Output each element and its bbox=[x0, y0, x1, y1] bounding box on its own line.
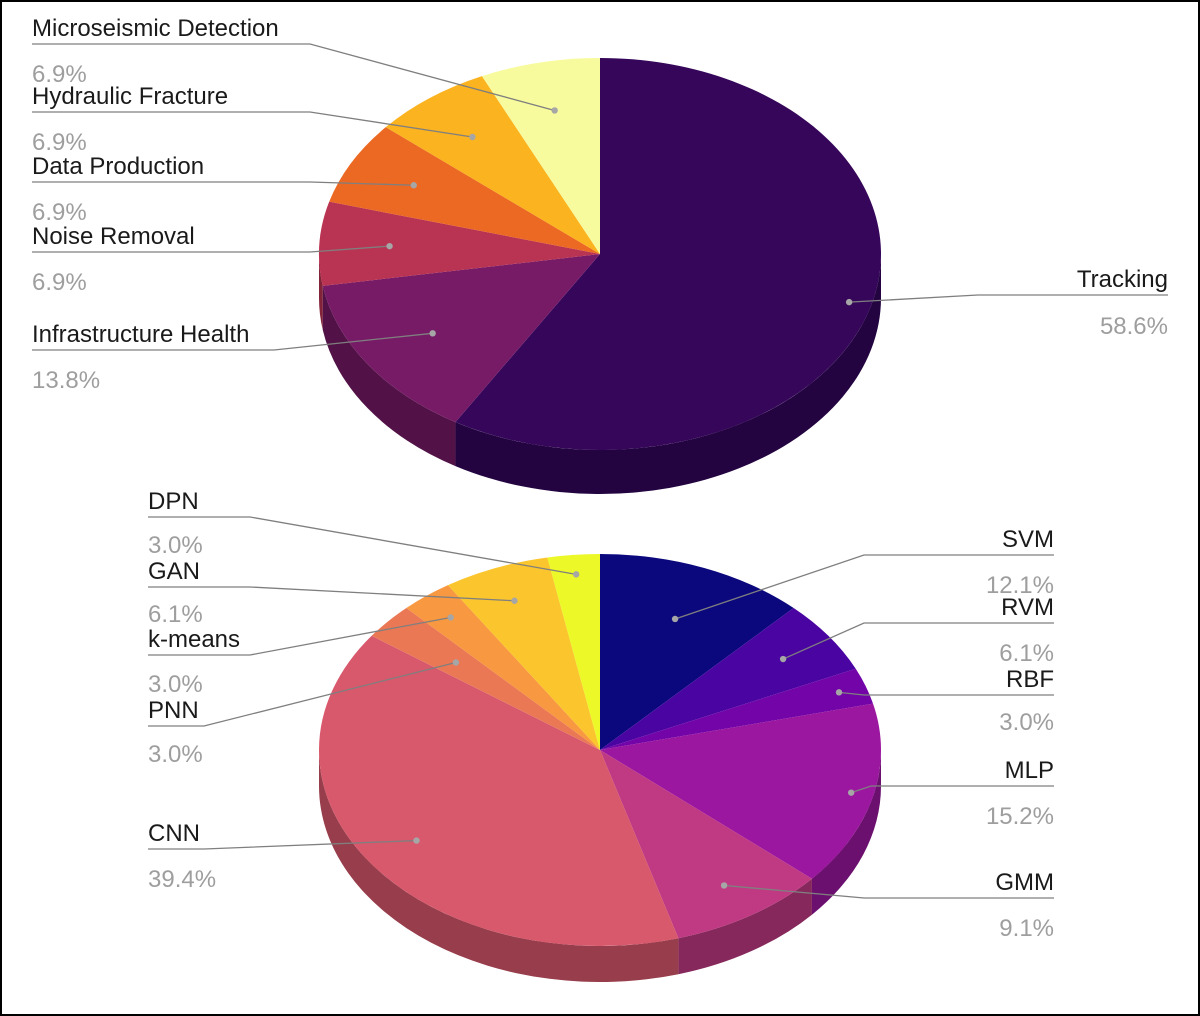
label-dpn: DPN bbox=[148, 488, 199, 515]
percent-rvm: 6.1% bbox=[999, 640, 1054, 667]
percent-k-means: 3.0% bbox=[148, 671, 203, 698]
leader-line-cnn bbox=[148, 839, 417, 850]
pie-chart-2: SVM12.1%RVM6.1%RBF3.0%MLP15.2%GMM9.1%CNN… bbox=[148, 488, 1054, 983]
pie-2-side-walls bbox=[319, 750, 881, 983]
leader-line-microseismic-detection bbox=[32, 43, 555, 112]
leader-dot-tracking bbox=[845, 298, 853, 306]
slice-microseismic-detection bbox=[481, 58, 600, 254]
leader-line-data-production bbox=[32, 181, 414, 186]
label-rbf: RBF bbox=[1006, 666, 1054, 693]
side-infrastructure-health bbox=[322, 285, 456, 467]
side-noise-removal bbox=[319, 254, 323, 330]
label-svm: SVM bbox=[1002, 526, 1054, 553]
leader-line-noise-removal bbox=[32, 245, 390, 253]
leader-line-gan bbox=[148, 586, 515, 602]
slice-dpn bbox=[547, 554, 600, 750]
label-tracking: Tracking bbox=[1077, 266, 1168, 293]
leader-dot-k-means bbox=[447, 614, 454, 621]
slice-infrastructure-health bbox=[322, 254, 600, 423]
percent-noise-removal: 6.9% bbox=[32, 269, 87, 296]
leader-line-infrastructure-health bbox=[32, 332, 433, 351]
pie-chart-1: Tracking 58.6% Infrastructure Health 13.8% N… bbox=[32, 15, 1168, 494]
leader-line-k-means bbox=[148, 616, 451, 656]
slice-k-means bbox=[406, 585, 600, 750]
slice-tracking bbox=[455, 58, 882, 450]
label-infrastructure-health: Infrastructure Health bbox=[32, 321, 249, 348]
side-cnn bbox=[319, 750, 679, 983]
leader-dot-pnn bbox=[452, 659, 460, 666]
percent-infrastructure-health: 13.8% bbox=[32, 367, 100, 394]
leader-line-hydraulic-fracture bbox=[32, 111, 473, 138]
side-gmm bbox=[678, 878, 812, 975]
leader-dot-data-production bbox=[410, 182, 417, 189]
leader-line-svm bbox=[674, 554, 1054, 620]
leader-dot-hydraulic-fracture bbox=[469, 133, 476, 141]
label-data-production: Data Production bbox=[32, 153, 204, 180]
leader-dot-gan bbox=[511, 597, 518, 604]
slice-svm bbox=[600, 554, 794, 750]
label-rvm: RVM bbox=[1001, 594, 1054, 621]
side-mlp bbox=[811, 750, 881, 915]
leader-line-rvm bbox=[782, 622, 1054, 660]
pie-1-side-walls bbox=[319, 254, 881, 494]
leader-line-rbf bbox=[838, 691, 1054, 696]
leader-dot-infrastructure-health bbox=[429, 330, 436, 337]
slice-data-production bbox=[329, 127, 600, 254]
slice-mlp bbox=[600, 703, 881, 879]
slice-hydraulic-fracture bbox=[385, 76, 600, 254]
leader-dot-rbf bbox=[835, 689, 843, 696]
slice-rbf bbox=[600, 668, 874, 750]
leader-dot-svm bbox=[671, 615, 679, 623]
leader-dot-mlp bbox=[847, 789, 855, 796]
slice-pnn bbox=[371, 607, 600, 750]
label-k-means: k-means bbox=[148, 626, 240, 653]
leader-dot-cnn bbox=[413, 837, 420, 844]
leader-dot-rvm bbox=[779, 655, 787, 663]
percent-svm: 12.1% bbox=[986, 572, 1054, 599]
slice-rvm bbox=[600, 607, 856, 750]
label-mlp: MLP bbox=[1005, 757, 1054, 784]
percent-dpn: 3.0% bbox=[148, 532, 203, 559]
label-pnn: PNN bbox=[148, 697, 199, 724]
label-hydraulic-fracture: Hydraulic Fracture bbox=[32, 83, 228, 110]
percent-gan: 6.1% bbox=[148, 601, 203, 628]
percent-hydraulic-fracture: 6.9% bbox=[32, 129, 87, 156]
slice-cnn bbox=[318, 635, 679, 946]
slice-gan bbox=[447, 557, 600, 750]
slice-noise-removal bbox=[318, 201, 600, 286]
percent-pnn: 3.0% bbox=[148, 741, 203, 768]
percent-tracking: 58.6% bbox=[1100, 313, 1168, 340]
leader-dot-gmm bbox=[720, 882, 728, 889]
percent-rbf: 3.0% bbox=[999, 709, 1054, 736]
label-gmm: GMM bbox=[995, 869, 1054, 896]
label-noise-removal: Noise Removal bbox=[32, 223, 195, 250]
percent-gmm: 9.1% bbox=[999, 915, 1054, 942]
slice-gmm bbox=[600, 750, 812, 939]
leader-line-tracking bbox=[849, 294, 1168, 303]
leader-dot-noise-removal bbox=[386, 242, 393, 250]
leader-line-gmm bbox=[724, 884, 1054, 899]
leader-line-dpn bbox=[148, 516, 577, 576]
leader-dot-dpn bbox=[573, 571, 580, 578]
leader-dot-microseismic-detection bbox=[551, 107, 558, 114]
percent-cnn: 39.4% bbox=[148, 866, 216, 893]
label-cnn: CNN bbox=[148, 820, 200, 847]
side-tracking bbox=[455, 254, 881, 494]
percent-data-production: 6.9% bbox=[32, 199, 87, 226]
percent-microseismic-detection: 6.9% bbox=[32, 61, 87, 88]
leader-line-pnn bbox=[148, 661, 457, 727]
label-microseismic-detection: Microseismic Detection bbox=[32, 15, 279, 42]
label-gan: GAN bbox=[148, 558, 200, 585]
leader-line-mlp bbox=[850, 785, 1054, 794]
percent-mlp: 15.2% bbox=[986, 803, 1054, 830]
